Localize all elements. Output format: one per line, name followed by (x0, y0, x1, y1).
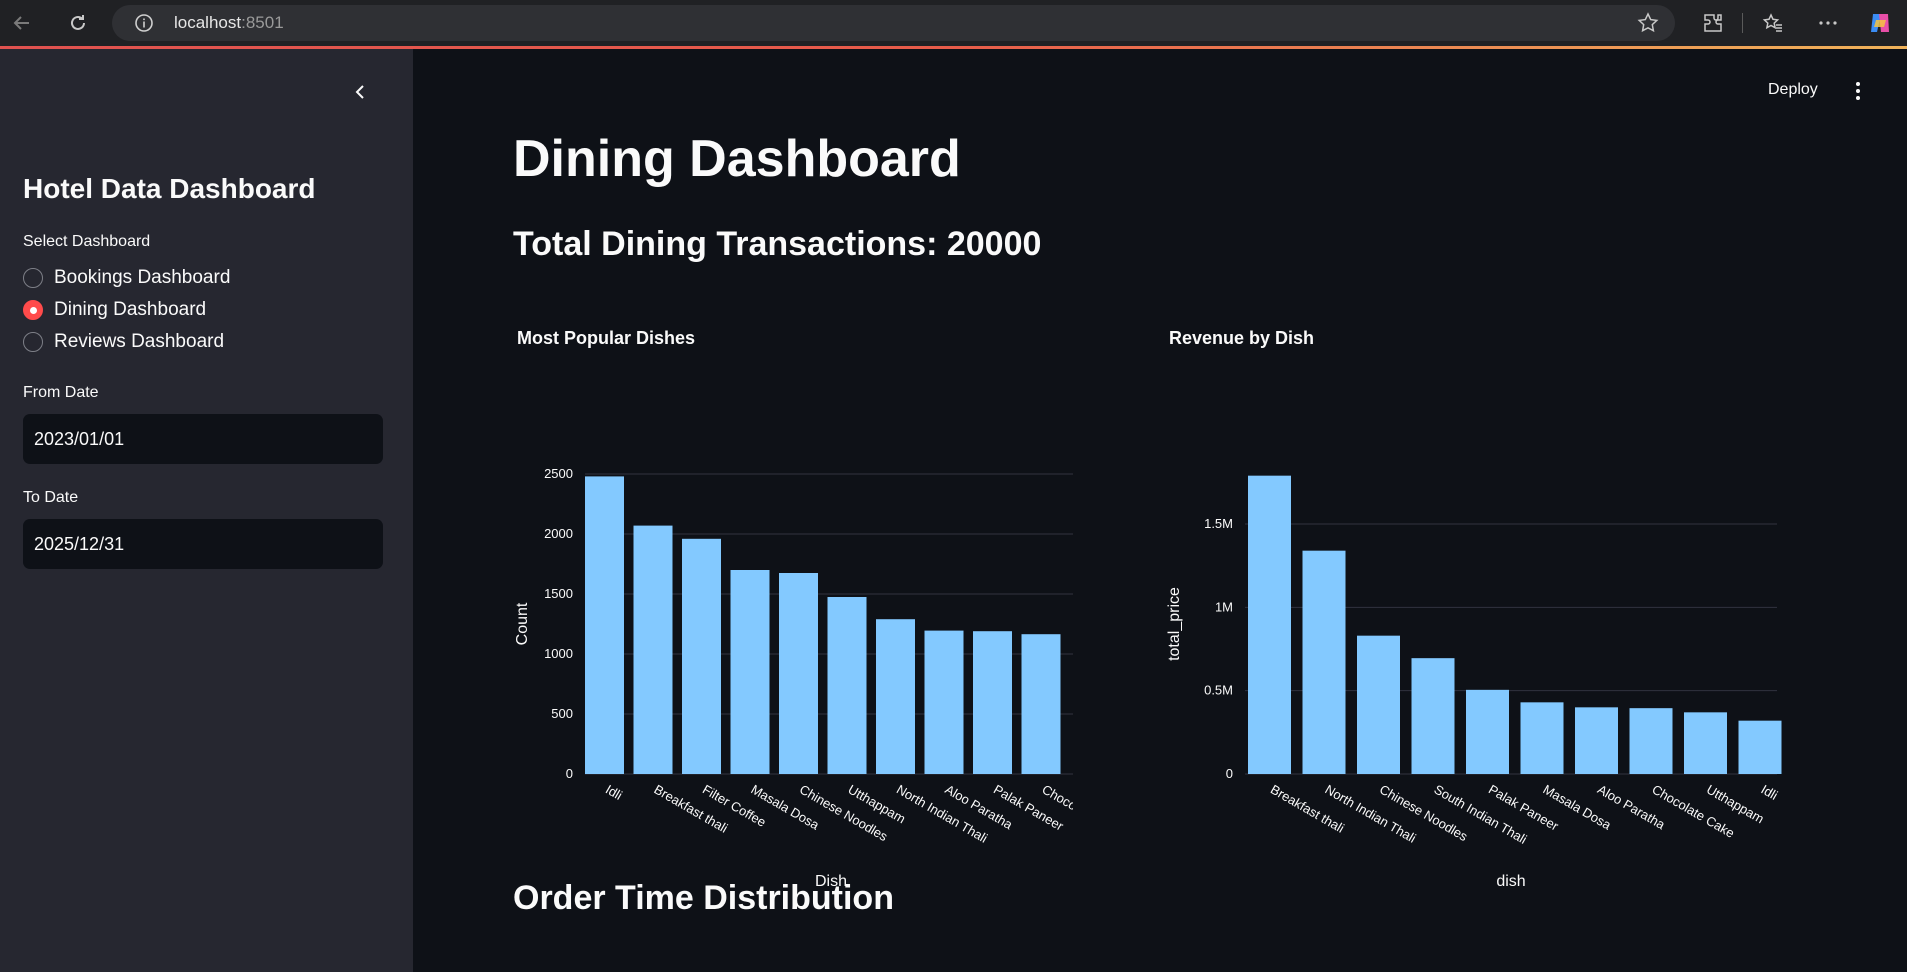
y-axis-title: Count (514, 602, 531, 645)
x-tick-label: North Indian Thali (1323, 782, 1419, 846)
radio-dining-dashboard[interactable]: Dining Dashboard (23, 299, 206, 321)
bar[interactable] (730, 570, 770, 774)
y-tick-label: 1000 (544, 646, 573, 661)
radio-label: Bookings Dashboard (54, 267, 231, 288)
bar[interactable] (779, 573, 818, 774)
from-date-label: From Date (23, 384, 99, 401)
radio-button[interactable] (23, 332, 43, 352)
sidebar: Hotel Data Dashboard Select Dashboard Bo… (0, 49, 413, 972)
x-tick-label: Idli (1759, 782, 1781, 803)
page-load-accent-line (0, 46, 1907, 49)
total-transactions-heading: Total Dining Transactions: 20000 (513, 225, 1042, 263)
bar[interactable] (1684, 712, 1727, 774)
bar[interactable] (1738, 720, 1782, 774)
extensions-icon[interactable] (1699, 9, 1727, 37)
from-date-input[interactable] (23, 414, 383, 464)
x-axis-title: dish (1496, 873, 1525, 890)
main-menu-icon[interactable] (1849, 79, 1867, 103)
bar[interactable] (1021, 634, 1061, 774)
y-tick-label: 1M (1215, 599, 1233, 614)
select-dashboard-label: Select Dashboard (23, 233, 151, 250)
bar[interactable] (1520, 702, 1564, 774)
y-tick-label: 2000 (544, 526, 573, 541)
reload-icon[interactable] (64, 9, 92, 37)
y-tick-label: 0 (566, 766, 573, 781)
bar[interactable] (1411, 658, 1455, 774)
bar[interactable] (585, 476, 624, 774)
x-tick-label: South Indian Thali (1432, 782, 1530, 847)
to-date-input[interactable] (23, 519, 383, 569)
sidebar-title: Hotel Data Dashboard (23, 173, 316, 204)
toolbar-divider (1742, 13, 1743, 33)
bar[interactable] (973, 631, 1012, 774)
y-tick-label: 0.5M (1204, 683, 1233, 698)
url-port: :8501 (241, 13, 284, 32)
bar[interactable] (1248, 475, 1291, 774)
bar[interactable] (682, 538, 721, 774)
radio-label: Dining Dashboard (54, 299, 207, 320)
bar[interactable] (1575, 707, 1618, 774)
y-tick-label: 2500 (544, 466, 573, 481)
collapse-sidebar-button[interactable] (348, 79, 374, 105)
order-time-distribution-heading: Order Time Distribution (513, 879, 894, 917)
bar[interactable] (924, 630, 964, 774)
bar[interactable] (1302, 550, 1346, 774)
radio-reviews-dashboard[interactable]: Reviews Dashboard (23, 331, 224, 353)
chart-title: Most Popular Dishes (517, 328, 695, 348)
x-axis-title: Dish (815, 873, 847, 890)
page-title: Dining Dashboard (513, 130, 961, 188)
back-arrow-icon[interactable] (8, 9, 36, 37)
main-content: Deploy Dining Dashboard Total Dining Tra… (413, 49, 1907, 972)
radio-button-selected[interactable] (23, 300, 43, 320)
site-info-icon[interactable] (134, 13, 154, 38)
bar[interactable] (633, 525, 673, 774)
bar[interactable] (1466, 689, 1509, 774)
y-tick-label: 1.5M (1204, 516, 1233, 531)
browser-toolbar: localhost:8501 (0, 0, 1907, 46)
radio-button[interactable] (23, 268, 43, 288)
y-tick-label: 500 (551, 706, 573, 721)
favorite-star-icon[interactable] (1637, 12, 1659, 39)
bar[interactable] (827, 597, 867, 774)
y-tick-label: 0 (1226, 766, 1233, 781)
bar[interactable] (1357, 635, 1400, 774)
y-axis-title: total_price (1166, 587, 1183, 661)
bar[interactable] (876, 619, 915, 774)
radio-label: Reviews Dashboard (54, 331, 225, 352)
bar[interactable] (1629, 708, 1673, 774)
deploy-button[interactable]: Deploy (1768, 81, 1818, 98)
to-date-label: To Date (23, 489, 79, 506)
url-text: localhost:8501 (174, 13, 284, 33)
chart-title: Revenue by Dish (1169, 328, 1314, 348)
address-bar[interactable]: localhost:8501 (112, 5, 1675, 41)
url-host: localhost (174, 13, 242, 32)
most-popular-dishes-chart: Most Popular Dishes 0 500 1000 1500 2000 2500 I… (514, 328, 1073, 890)
radio-bookings-dashboard[interactable]: Bookings Dashboard (23, 267, 230, 289)
more-options-icon[interactable] (1814, 9, 1842, 37)
y-tick-label: 1500 (544, 586, 573, 601)
chevron-left-icon (355, 85, 364, 99)
favorites-icon[interactable] (1759, 9, 1787, 37)
copilot-icon[interactable] (1866, 9, 1894, 37)
x-tick-label: Idli (603, 782, 625, 803)
